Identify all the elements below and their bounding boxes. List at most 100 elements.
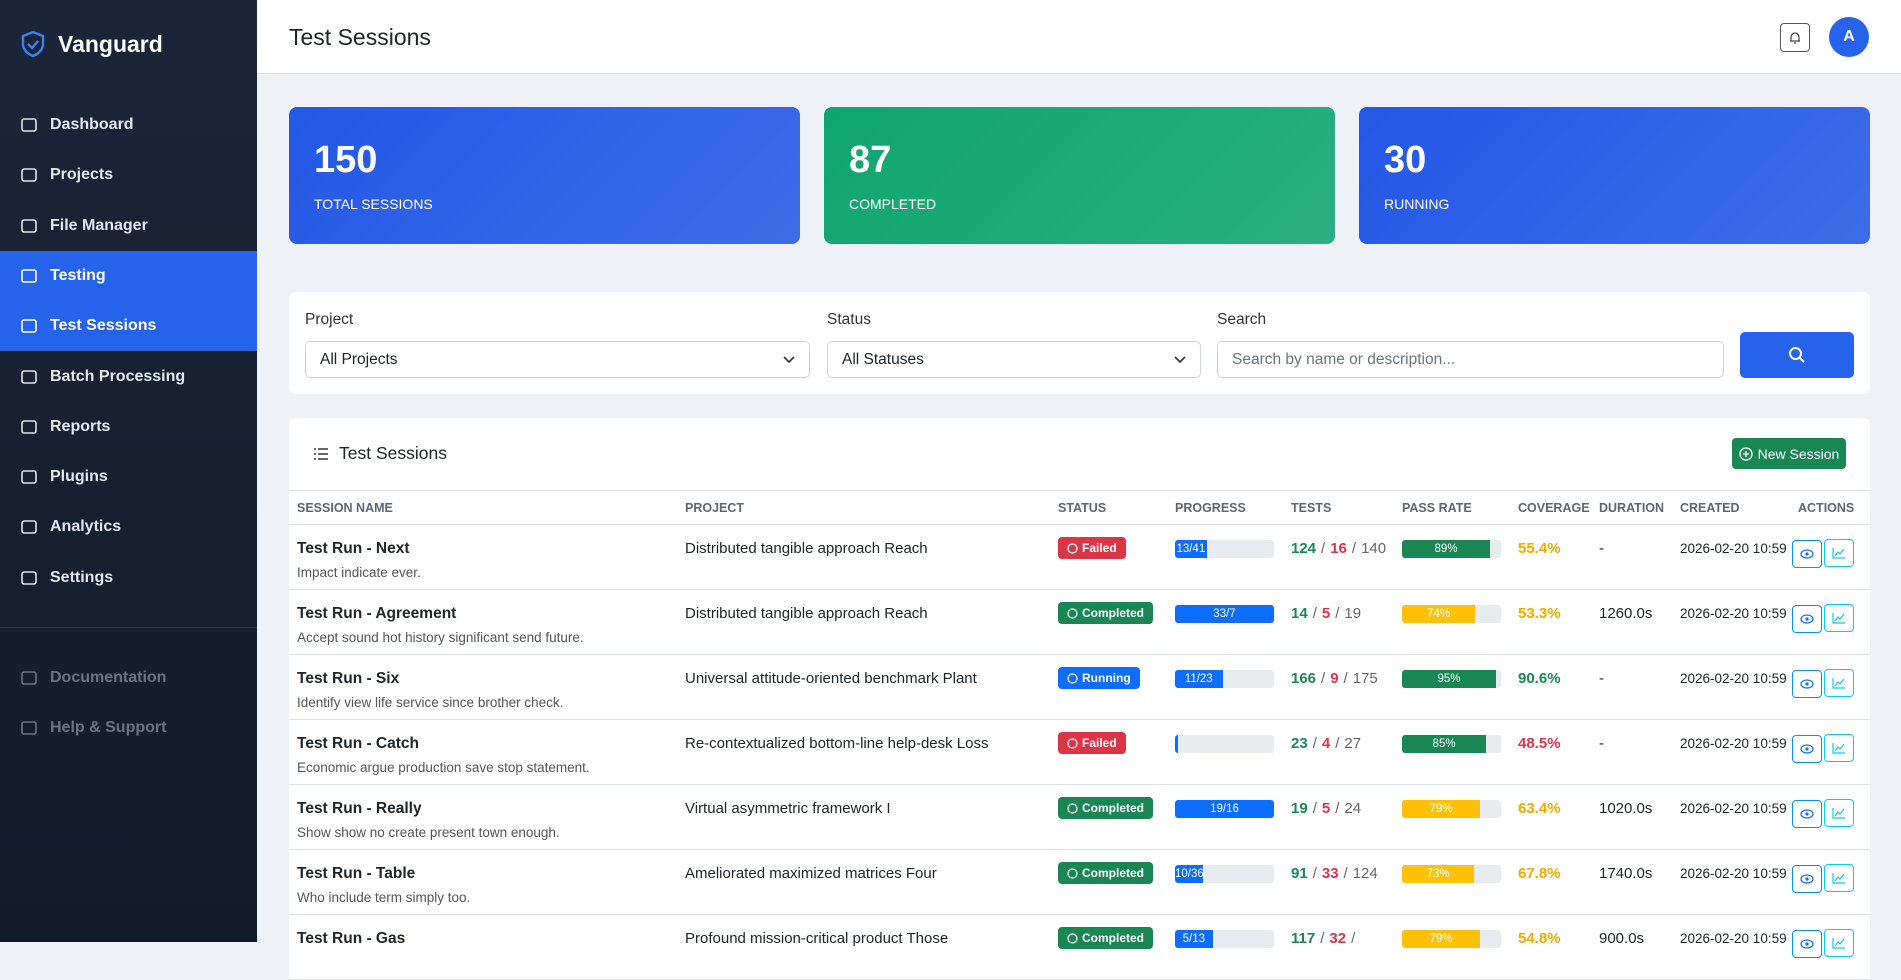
project-cell: Distributed tangible approach Reach <box>677 524 1050 590</box>
view-button[interactable] <box>1792 540 1822 568</box>
menu-item[interactable]: Projects <box>0 150 257 200</box>
analytics-button[interactable] <box>1824 734 1854 762</box>
duration-cell: - <box>1591 524 1672 590</box>
menu-item[interactable]: Documentation <box>0 653 257 703</box>
analytics-button[interactable] <box>1824 864 1854 892</box>
tests-cell: 117/32/ <box>1283 914 1394 980</box>
view-button[interactable] <box>1792 670 1822 698</box>
pass-rate-fill: 79% <box>1402 800 1481 818</box>
search-input[interactable]: Search by name or description... <box>1217 341 1724 378</box>
notifications-button[interactable] <box>1780 23 1810 52</box>
duration-cell: - <box>1591 719 1672 785</box>
separator: / <box>1335 605 1340 622</box>
session-description: Who include term simply too. <box>297 890 471 905</box>
pass-rate-label: 74% <box>1427 608 1451 620</box>
brand[interactable]: Vanguard <box>20 30 163 58</box>
session-name: Test Run - Six <box>297 670 400 687</box>
cell: Test Run - Really Show show no create pre… <box>289 784 677 850</box>
created-cell: 2026-02-20 10:59 <box>1672 524 1790 590</box>
menu-item[interactable]: Test Sessions <box>0 301 257 352</box>
project-select[interactable]: All Projects <box>305 341 810 378</box>
session-name: Test Run - Gas <box>297 930 406 947</box>
tests-total: 175 <box>1352 670 1378 687</box>
status-text: Running <box>1082 671 1131 685</box>
divider <box>0 627 257 628</box>
tests-passed: 19 <box>1291 800 1308 817</box>
menu-item[interactable]: Batch Processing <box>0 352 257 402</box>
stat-card: 30 RUNNING <box>1359 107 1870 244</box>
analytics-button[interactable] <box>1824 799 1854 827</box>
view-button[interactable] <box>1792 930 1822 958</box>
table-body: Test Run - Next Impact indicate ever. Dist… <box>289 524 1870 980</box>
menu-item[interactable]: Reports <box>0 402 257 452</box>
status-text: Completed <box>1082 866 1145 880</box>
progress-fill: 5/13 <box>1175 930 1213 948</box>
view-button[interactable] <box>1792 605 1822 633</box>
separator: / <box>1312 735 1317 752</box>
separator: / <box>1351 930 1356 947</box>
column-header: PROGRESS <box>1167 490 1283 525</box>
analytics-button[interactable] <box>1824 539 1854 567</box>
menu-label: Analytics <box>50 518 122 536</box>
session-row: Test Run - Table Who include term simply … <box>289 849 1870 915</box>
session-name: Test Run - Agreement <box>297 605 457 622</box>
menu-item[interactable]: Analytics <box>0 502 257 552</box>
menu-item[interactable]: Help & Support <box>0 703 257 753</box>
coverage-cell: 54.8% <box>1510 914 1591 980</box>
analytics-button[interactable] <box>1824 929 1854 957</box>
tests-passed: 166 <box>1291 670 1317 687</box>
new-session-button[interactable]: New Session <box>1732 438 1846 469</box>
created-cell: 2026-02-20 10:59 <box>1672 654 1790 720</box>
tests-failed: 16 <box>1330 540 1347 557</box>
view-button[interactable] <box>1792 735 1822 763</box>
pass-rate-fill: 85% <box>1402 735 1487 753</box>
tests-total: 24 <box>1344 800 1362 817</box>
tests-cell: 124/16/140 <box>1283 524 1394 590</box>
view-button[interactable] <box>1792 865 1822 893</box>
pass-rate-track: 74% <box>1402 605 1501 623</box>
pass-rate-track: 73% <box>1402 865 1501 883</box>
tests-cell: 91/33/124 <box>1283 849 1394 915</box>
progress-fill <box>1175 735 1178 753</box>
progress-label: 5/13 <box>1182 933 1205 945</box>
column-header: ACTIONS <box>1790 490 1870 525</box>
duration-cell: 1740.0s <box>1591 849 1672 915</box>
actions-cell <box>1790 849 1870 915</box>
header: Test Sessions A <box>257 0 1901 74</box>
session-name: Test Run - Table <box>297 865 416 882</box>
column-header: PASS RATE <box>1394 490 1510 525</box>
menu-item[interactable]: File Manager <box>0 201 257 251</box>
separator: / <box>1312 800 1317 817</box>
search-button[interactable] <box>1740 332 1854 378</box>
tests-passed: 91 <box>1291 865 1308 882</box>
menu-item[interactable]: Dashboard <box>0 100 257 150</box>
duration-cell: - <box>1591 654 1672 720</box>
status-select[interactable]: All Statuses <box>827 341 1201 378</box>
analytics-button[interactable] <box>1824 604 1854 632</box>
view-button[interactable] <box>1792 800 1822 828</box>
status-text: Completed <box>1082 931 1145 945</box>
tests-failed: 33 <box>1321 865 1339 882</box>
pass-rate-track: 95% <box>1402 670 1501 688</box>
menu-item[interactable]: Settings <box>0 553 257 603</box>
stat-value: 150 <box>314 139 378 181</box>
menu-item[interactable]: Testing <box>0 250 257 301</box>
cell: Running <box>1050 654 1167 720</box>
avatar[interactable]: A <box>1829 17 1869 57</box>
progress-track: 33/7 <box>1175 605 1274 623</box>
status-badge: Failed <box>1058 537 1126 559</box>
coverage-cell: 63.4% <box>1510 784 1591 850</box>
cell: 79% <box>1394 784 1510 850</box>
tests-failed: 5 <box>1321 800 1331 817</box>
progress-track: 11/23 <box>1175 670 1274 688</box>
pass-rate-fill: 89% <box>1402 540 1491 558</box>
analytics-button[interactable] <box>1824 669 1854 697</box>
created-cell: 2026-02-20 10:59 <box>1672 849 1790 915</box>
project-cell: Universal attitude-oriented benchmark Pl… <box>677 654 1050 720</box>
menu-item[interactable]: Plugins <box>0 452 257 502</box>
filter-label: Status <box>827 311 871 328</box>
cell: Test Run - Next Impact indicate ever. <box>289 524 677 590</box>
tests-total: 124 <box>1352 865 1378 882</box>
session-description: Economic argue production save stop stat… <box>297 760 590 775</box>
tests-cell: 23/4/27 <box>1283 719 1394 785</box>
